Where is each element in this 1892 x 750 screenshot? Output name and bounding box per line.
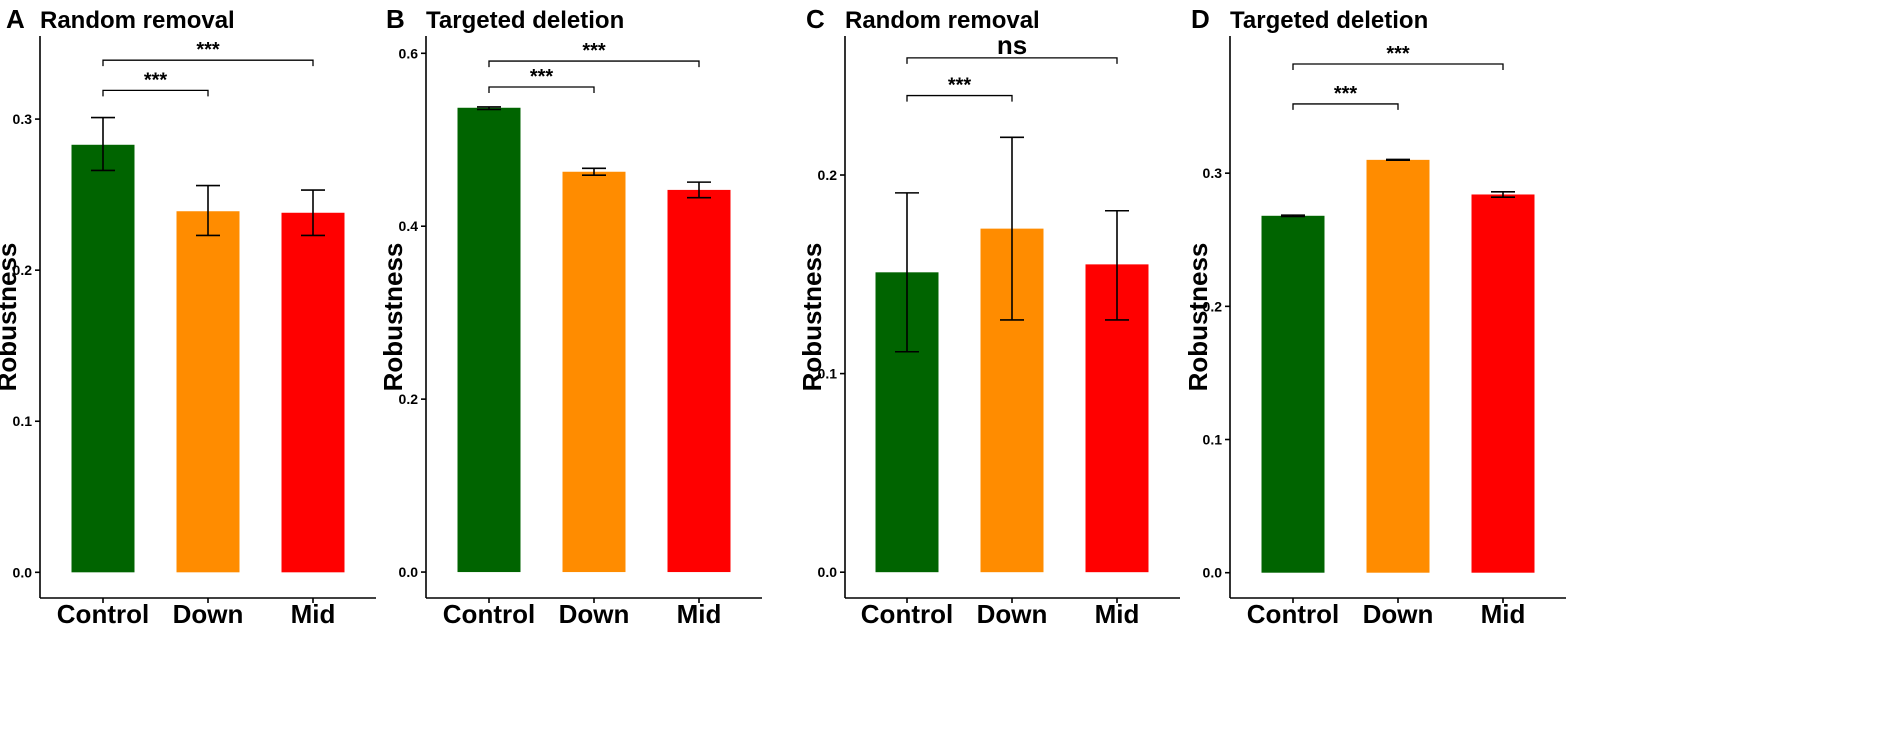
error-bar-mid <box>1105 209 1129 321</box>
y-tick-label: 0.0 <box>818 564 838 580</box>
bracket-line <box>1292 103 1399 110</box>
y-tick-label: 0.1 <box>1203 432 1223 448</box>
panel-letter: D <box>1191 4 1210 34</box>
error-bar-control <box>895 192 919 353</box>
y-tick-label: 0.3 <box>1203 165 1223 181</box>
bar-down <box>176 211 240 573</box>
bar-down <box>562 171 626 573</box>
bracket-line <box>102 59 314 67</box>
significance-label: *** <box>530 66 554 88</box>
y-tick-label: 0.0 <box>13 564 33 580</box>
error-bar-mid <box>687 181 711 199</box>
significance-bracket: *** <box>102 69 209 97</box>
bracket-line <box>906 94 1013 102</box>
bracket-line <box>906 57 1118 64</box>
chart-title: Random removal <box>845 7 1040 34</box>
x-tick-label: Mid <box>291 599 336 629</box>
y-tick-label: 0.2 <box>399 391 419 407</box>
error-bar-control <box>1281 214 1305 218</box>
bar-mid <box>667 189 731 573</box>
significance-label: *** <box>1386 43 1410 65</box>
chart-title: Targeted deletion <box>1230 7 1428 34</box>
panel-d: D Targeted deletion Robustness 0.0 0.1 0.2 0.3… <box>1183 4 1566 629</box>
x-tick-label: Control <box>1247 599 1339 629</box>
x-tick-label: Mid <box>1095 599 1140 629</box>
significance-label: *** <box>1334 83 1358 105</box>
significance-bracket: *** <box>906 75 1013 102</box>
chart-title: Targeted deletion <box>426 7 624 34</box>
significance-label: ns <box>997 30 1027 60</box>
x-tick-label: Control <box>443 599 535 629</box>
x-tick-label: Down <box>559 599 630 629</box>
y-tick-label: 0.6 <box>399 45 419 61</box>
significance-bracket: *** <box>1292 43 1504 70</box>
x-tick-label: Control <box>57 599 149 629</box>
significance-label: *** <box>948 75 972 97</box>
y-tick-label: 0.2 <box>13 262 33 278</box>
panel-letter: C <box>806 4 825 34</box>
significance-bracket: *** <box>1292 83 1399 110</box>
error-bar-control <box>477 106 501 111</box>
x-tick-label: Down <box>173 599 244 629</box>
error-bar-down <box>1386 158 1410 162</box>
x-tick-label: Control <box>861 599 953 629</box>
error-bar-mid <box>1491 191 1515 198</box>
x-tick-label: Down <box>1363 599 1434 629</box>
bar-mid <box>281 212 345 573</box>
y-tick-label: 0.0 <box>1203 565 1223 581</box>
y-tick-label: 0.0 <box>399 564 419 580</box>
bar-control <box>71 144 135 573</box>
bracket-line <box>488 60 700 68</box>
error-bar-control <box>91 116 115 172</box>
bar-mid <box>1471 194 1535 573</box>
chart-title: Random removal <box>40 7 235 34</box>
y-tick-label: 0.3 <box>13 111 33 127</box>
error-bar-down <box>196 184 220 237</box>
y-tick-label: 0.1 <box>818 366 838 382</box>
x-tick-label: Mid <box>1481 599 1526 629</box>
panel-letter: A <box>6 4 25 34</box>
error-bar-down <box>1000 136 1024 321</box>
significance-bracket: *** <box>102 39 314 67</box>
significance-label: *** <box>196 39 220 61</box>
panel-b: B Targeted deletion Robustness 0.0 0.2 0.4 0.6… <box>378 4 762 629</box>
panel-a: A Random removal Robustness 0.0 0.1 0.2 0.3 Con… <box>0 4 376 629</box>
panel-c: C Random removal Robustness 0.0 0.1 0.2 Contro… <box>797 4 1180 629</box>
significance-bracket: *** <box>488 40 700 68</box>
x-tick-label: Down <box>977 599 1048 629</box>
bracket-line <box>488 86 595 94</box>
panel-letter: B <box>386 4 405 34</box>
error-bar-mid <box>301 189 325 237</box>
significance-bracket: ns <box>906 30 1118 64</box>
y-axis-label: Robustness <box>378 243 408 392</box>
y-tick-label: 0.1 <box>13 413 33 429</box>
y-axis-label: Robustness <box>797 243 827 392</box>
significance-bracket: *** <box>488 66 595 94</box>
y-tick-label: 0.4 <box>399 218 419 234</box>
x-tick-label: Mid <box>677 599 722 629</box>
bar-down <box>1366 159 1430 573</box>
y-tick-label: 0.2 <box>818 167 838 183</box>
bracket-line <box>1292 63 1504 70</box>
y-axis-label: Robustness <box>1183 243 1213 392</box>
y-axis-label: Robustness <box>0 243 22 392</box>
significance-label: *** <box>582 40 606 62</box>
significance-label: *** <box>144 69 168 91</box>
bar-control <box>457 107 521 573</box>
bar-control <box>1261 215 1325 573</box>
error-bar-down <box>582 167 606 177</box>
y-tick-label: 0.2 <box>1203 298 1223 314</box>
bracket-line <box>102 89 209 97</box>
